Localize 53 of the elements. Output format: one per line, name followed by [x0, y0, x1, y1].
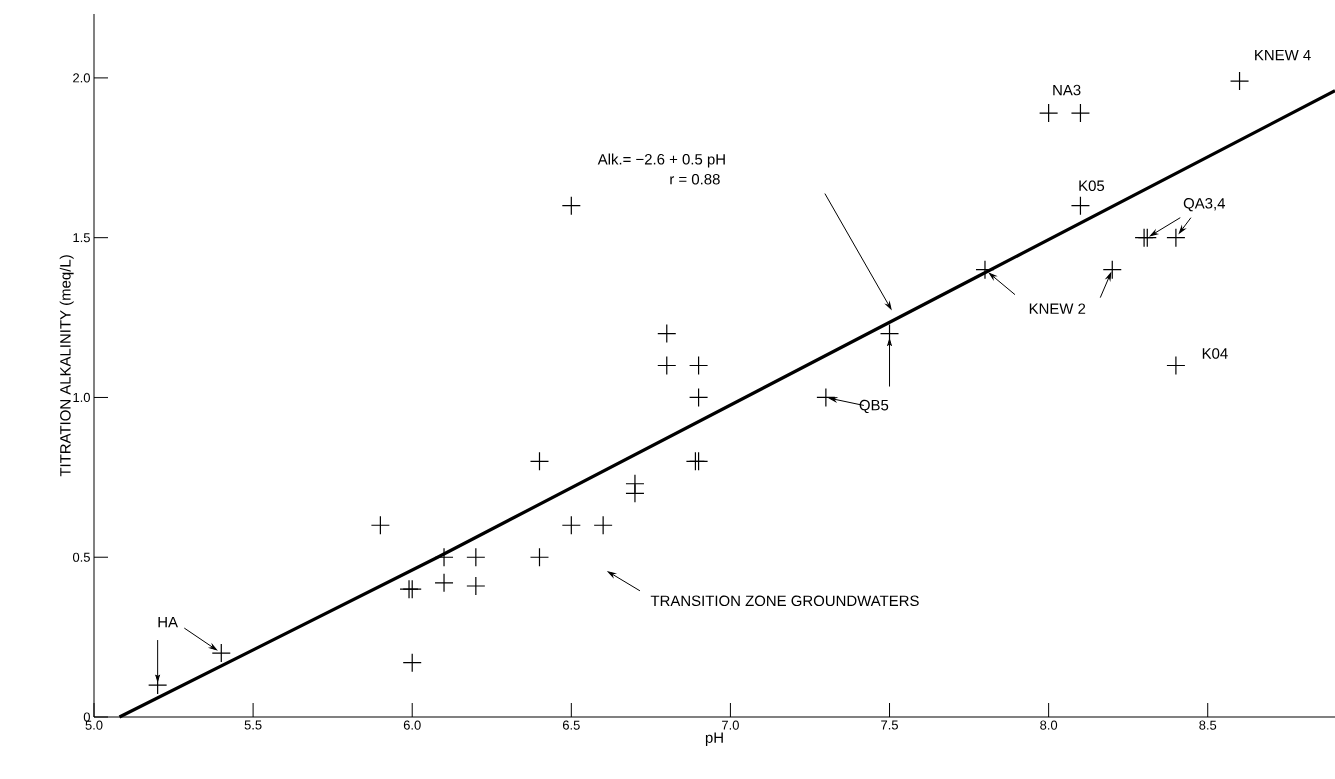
x-tick-label: 7.5 [881, 720, 898, 730]
annotation: QB5 [859, 399, 889, 414]
y-tick-label: 0.5 [72, 552, 90, 562]
annotation: r = 0.88 [670, 173, 720, 185]
annotation: K05 [1079, 180, 1105, 192]
annotation: NA3 [1053, 84, 1081, 96]
annotation: KNEW 2 [1029, 303, 1086, 314]
point [402, 653, 422, 673]
point [434, 547, 454, 567]
point [1070, 103, 1091, 123]
y-axis-title: TITRATION ALKALINITY (meq/L) [59, 255, 74, 477]
annotation: KNEW 4 [1255, 49, 1311, 61]
point [561, 196, 581, 216]
point [1102, 260, 1122, 280]
annotation: K04 [1202, 348, 1228, 359]
y-tick-label: 2.0 [73, 73, 90, 83]
point [1166, 228, 1186, 248]
point [688, 355, 709, 376]
x-tick-label: 8.0 [1040, 720, 1058, 730]
point [148, 675, 168, 695]
point [370, 515, 390, 535]
annotation: QA3,4 [1183, 198, 1226, 212]
x-tick-label: 6.0 [403, 720, 421, 730]
x-tick-label: 8.5 [1199, 720, 1217, 730]
point [1039, 103, 1059, 123]
point [466, 547, 486, 567]
point [434, 573, 454, 593]
point [211, 643, 231, 663]
point [657, 323, 677, 344]
point [975, 260, 995, 280]
x-tick-label: 7.0 [722, 720, 739, 730]
point [529, 451, 550, 471]
point [657, 355, 677, 376]
x-tick-label: 5.0 [85, 720, 103, 730]
y-tick-label: 0 [83, 712, 90, 722]
point [1166, 355, 1186, 376]
point [816, 387, 836, 408]
annotation: HA [158, 616, 178, 628]
point [529, 547, 550, 567]
x-tick-label: 5.5 [244, 720, 262, 730]
point [593, 515, 613, 535]
point [1070, 196, 1091, 216]
point [625, 483, 645, 503]
point [688, 387, 709, 408]
point [561, 515, 581, 535]
annotation: TRANSITION ZONE GROUNDWATERS [650, 595, 919, 607]
point [1229, 71, 1250, 91]
point [466, 576, 486, 596]
x-axis-title: pH [705, 732, 723, 746]
annotation: Alk.= −2.6 + 0.5 pH [597, 153, 725, 168]
y-tick-label: 1.0 [73, 392, 90, 403]
x-tick-label: 6.5 [562, 720, 580, 730]
y-tick-label: 1.5 [73, 233, 90, 243]
